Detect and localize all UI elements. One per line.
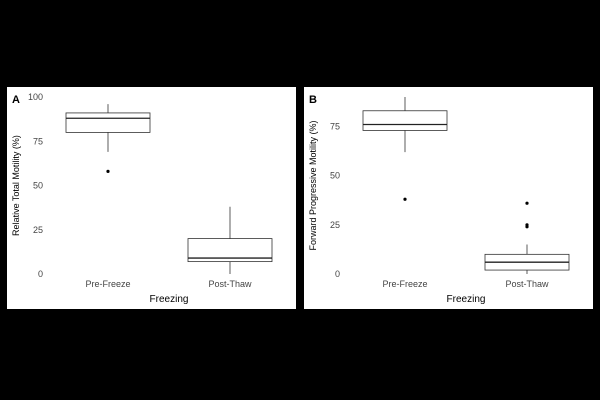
outlier-point: [403, 197, 407, 201]
y-tick-label: 100: [28, 92, 43, 102]
x-tick-label: Pre-Freeze: [85, 279, 130, 289]
y-tick-label: 0: [38, 269, 43, 279]
outlier-point: [525, 201, 529, 205]
y-tick-label: 50: [33, 181, 43, 191]
y-tick-label: 50: [330, 171, 340, 181]
x-tick-label: Pre-Freeze: [382, 279, 427, 289]
outlier-point: [106, 169, 110, 173]
y-tick-label: 75: [330, 122, 340, 132]
y-axis-label: Relative Total Motility (%): [11, 135, 21, 236]
x-axis-label: Freezing: [447, 294, 486, 305]
chart-b: 0 25 50 75 Pre-Freeze Post-Thaw Freezing Forwar…: [308, 97, 570, 305]
chart-a: 0 25 50 75 100 Pre-Freeze Post-Thaw Freezing Rel…: [11, 92, 273, 305]
iqr-box: [65, 112, 151, 133]
iqr-box: [362, 110, 448, 131]
y-axis-label: Forward Progressive Motility (%): [308, 120, 318, 250]
outlier-point: [525, 223, 529, 227]
panel-label-a: A: [12, 94, 20, 106]
panel-b: B 0 25 50 75 Pre-Freeze Post-Thaw Freezing Forw…: [302, 85, 595, 311]
x-tick-label: Post-Thaw: [505, 279, 549, 289]
x-axis-label: Freezing: [150, 294, 189, 305]
y-tick-label: 0: [335, 269, 340, 279]
y-tick-label: 25: [330, 220, 340, 230]
y-tick-label: 25: [33, 225, 43, 235]
x-tick-label: Post-Thaw: [208, 279, 252, 289]
panel-a: A 0 25 50 75 100 Pre-Freeze Post-Thaw Freezing R…: [5, 85, 298, 311]
y-tick-label: 75: [33, 136, 43, 146]
panel-label-b: B: [309, 94, 317, 106]
iqr-box: [187, 238, 273, 263]
